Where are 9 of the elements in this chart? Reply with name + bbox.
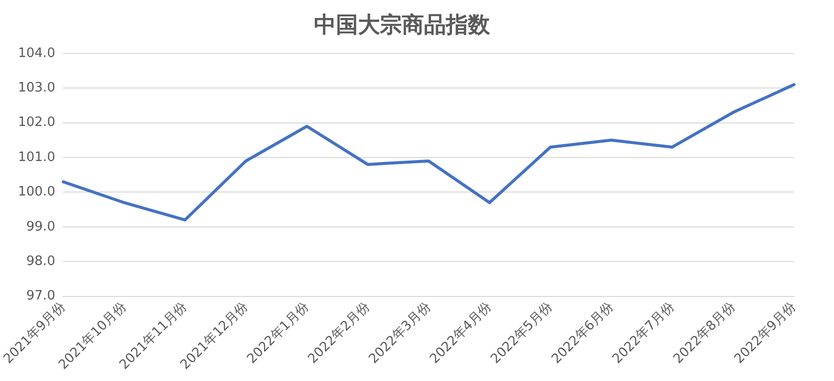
y-tick-label: 97.0 — [26, 288, 56, 304]
y-tick-label: 100.0 — [18, 184, 56, 200]
y-tick-label: 101.0 — [18, 150, 56, 165]
y-tick-label: 103.0 — [18, 80, 56, 96]
chart-title: 中国大宗商品指数 — [314, 12, 491, 38]
y-tick-label: 104.0 — [18, 46, 56, 61]
y-tick-label: 102.0 — [18, 115, 56, 130]
y-tick-label: 98.0 — [26, 254, 56, 269]
y-tick-label: 99.0 — [26, 219, 56, 234]
